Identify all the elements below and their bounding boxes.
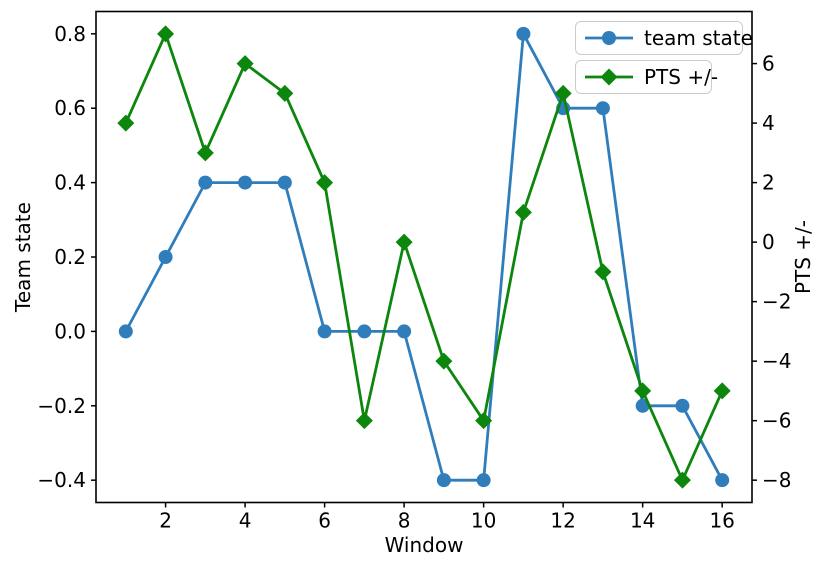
legend-box-team-state: team state [575, 21, 753, 55]
left-axis-ticks: 0.8 0.6 0.4 0.2 0.0 −0.2 −0.4 [37, 22, 96, 492]
data-point-diamond [395, 233, 413, 251]
x-tick-label: 16 [709, 509, 734, 533]
series-0 [118, 26, 730, 488]
right-tick-label: −8 [762, 468, 791, 492]
data-point-circle [158, 250, 173, 264]
team-state-line-marker-icon [585, 31, 633, 45]
data-point-diamond [117, 114, 135, 132]
legend-label-team-state: team state [644, 26, 753, 50]
right-tick-label: −6 [762, 409, 791, 433]
left-tick-label: 0.6 [54, 96, 86, 120]
left-tick-label: 0.4 [54, 171, 86, 195]
data-point-circle [277, 175, 292, 190]
series-line-0 [124, 32, 724, 482]
data-point-diamond [594, 263, 612, 281]
right-tick-label: −2 [762, 290, 791, 314]
plot-frame [95, 10, 753, 504]
data-point-circle [118, 324, 133, 339]
right-tick-label: 2 [762, 171, 775, 195]
data-point-circle [595, 101, 610, 116]
series-line-1 [124, 32, 724, 482]
left-tick-label: 0.2 [54, 245, 86, 269]
x-tick-label: 10 [471, 509, 496, 533]
data-point-diamond [276, 84, 294, 102]
data-point-circle [317, 324, 332, 339]
data-point-diamond [316, 174, 334, 192]
data-point-circle [238, 175, 253, 190]
left-tick-label: 0.0 [54, 319, 86, 343]
data-point-diamond [514, 203, 532, 221]
x-tick-label: 8 [398, 509, 411, 533]
left-tick-label: −0.2 [37, 394, 86, 418]
data-point-circle [635, 398, 650, 413]
data-point-circle [198, 175, 213, 190]
left-axis-title: Team state [11, 202, 35, 313]
data-point-diamond [196, 144, 214, 162]
data-point-circle [516, 26, 531, 41]
data-point-diamond [673, 471, 691, 489]
right-tick-label: −4 [762, 349, 791, 373]
x-tick-label: 12 [550, 509, 575, 533]
pts-line-marker-icon [585, 68, 633, 86]
x-tick-label: 14 [630, 509, 655, 533]
data-point-circle [715, 473, 730, 488]
data-point-diamond [554, 84, 572, 102]
legend-box-pts: PTS +/- [575, 60, 718, 94]
data-point-circle [436, 473, 451, 488]
data-point-circle [357, 324, 372, 339]
legend-label-pts: PTS +/- [644, 65, 719, 89]
right-tick-label: 0 [762, 230, 775, 254]
data-point-circle [397, 324, 412, 339]
x-axis-ticks: 2 4 6 8 10 12 14 16 [159, 502, 735, 533]
x-axis-title: Window [385, 533, 464, 557]
right-axis-title: PTS +/- [791, 220, 815, 294]
data-point-circle [476, 473, 491, 488]
x-tick-label: 6 [318, 509, 331, 533]
data-point-diamond [355, 412, 373, 430]
data-point-diamond [713, 382, 731, 400]
data-point-circle [675, 398, 690, 413]
series-1 [117, 25, 731, 489]
right-tick-label: 6 [762, 52, 775, 76]
right-axis-ticks: 6 4 2 0 −2 −4 −6 −8 [752, 52, 791, 492]
data-point-diamond [435, 352, 453, 370]
left-tick-label: −0.4 [37, 468, 86, 492]
x-tick-label: 4 [239, 509, 252, 533]
data-point-diamond [157, 25, 175, 43]
data-point-diamond [236, 55, 254, 73]
left-tick-label: 0.8 [54, 22, 86, 46]
data-point-diamond [475, 412, 493, 430]
data-point-diamond [634, 382, 652, 400]
right-tick-label: 4 [762, 111, 775, 135]
x-tick-label: 2 [159, 509, 172, 533]
